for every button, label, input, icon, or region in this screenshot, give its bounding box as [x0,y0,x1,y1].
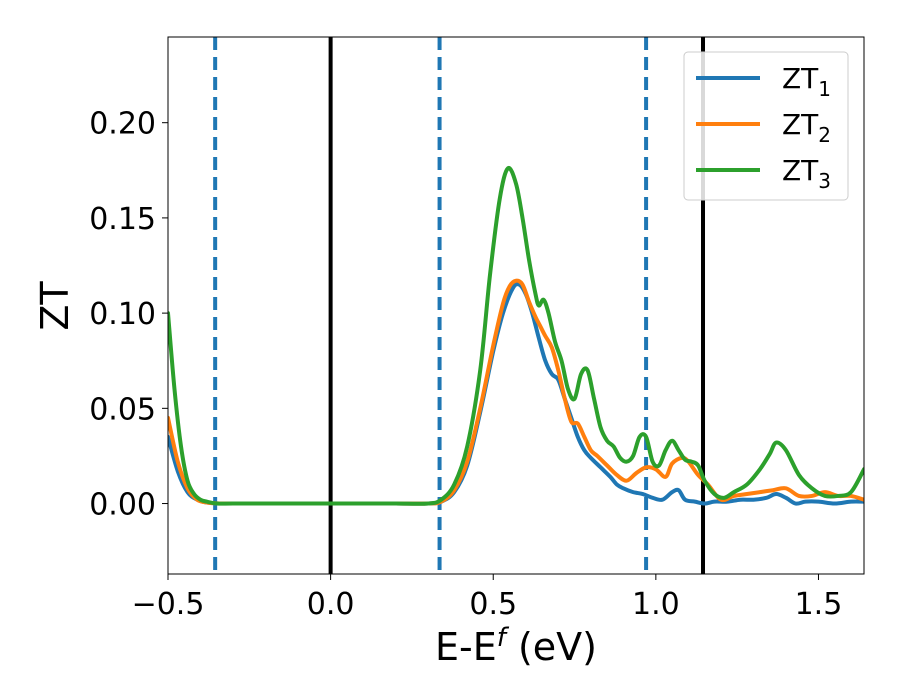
legend-label-zt2: ZT2 [782,108,831,147]
x-tick-label: −0.5 [132,587,205,622]
y-tick-label: 0.05 [89,392,156,427]
x-axis-title: E-Ef (eV) [435,623,597,669]
y-tick-label: 0.10 [89,297,156,332]
legend-label-zt3: ZT3 [782,154,831,193]
y-tick-label: 0.20 [89,107,156,142]
series-line-zt3 [168,165,864,506]
y-tick-label: 0.15 [89,202,156,237]
x-tick-label: 1.0 [632,587,680,622]
legend: ZT1 ZT2 ZT3 [683,51,849,201]
plot-frame [167,36,865,575]
y-tick-label: 0.00 [89,488,156,523]
legend-label-zt1: ZT1 [782,62,831,101]
x-tick-label: 0.5 [469,587,517,622]
x-axis: −0.5 0.0 0.5 1.0 1.5 [132,574,843,622]
y-axis: 0.00 0.05 0.10 0.15 0.20 [89,107,168,523]
legend-box [683,51,849,201]
series-lines [168,165,864,506]
y-axis-title: ZT [33,281,77,331]
x-tick-label: 1.5 [795,587,843,622]
x-tick-label: 0.0 [307,587,355,622]
